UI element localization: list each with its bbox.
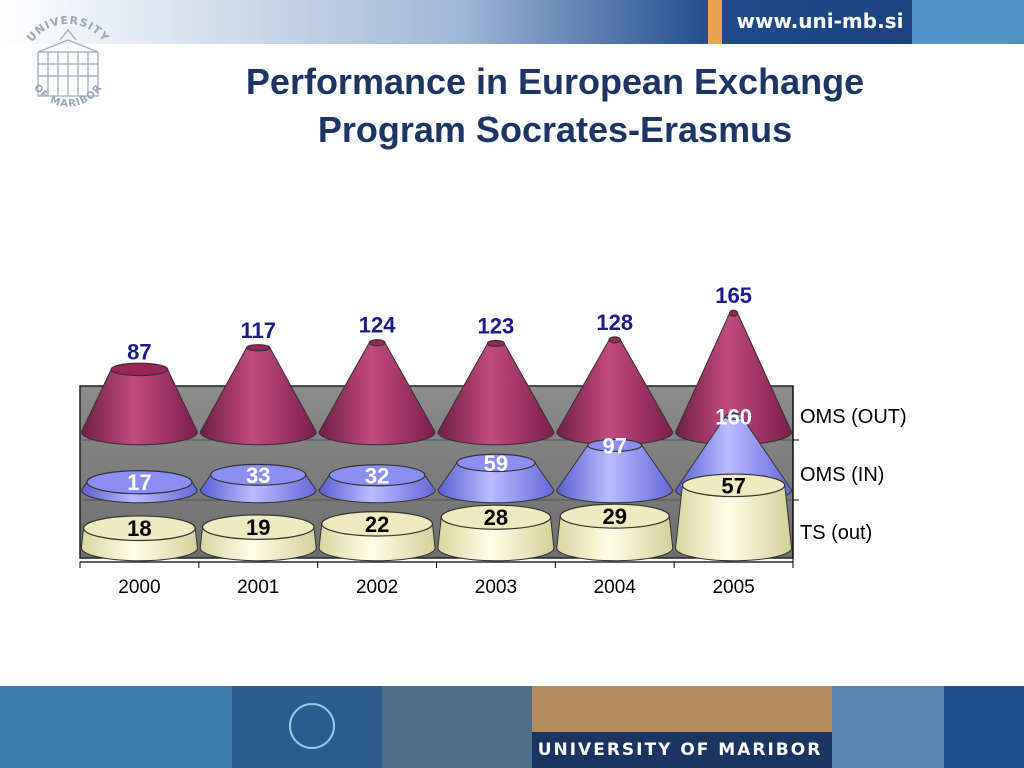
banner-photo-strip bbox=[912, 0, 1024, 44]
cone-cap-ts bbox=[201, 514, 315, 540]
cone-cap-out bbox=[110, 362, 169, 377]
data-label-ts: 22 bbox=[365, 512, 389, 537]
legend-item: OMS (OUT) bbox=[800, 406, 907, 428]
x-tick-label: 2004 bbox=[594, 577, 637, 598]
footer-photo-computer-lab bbox=[0, 686, 232, 768]
cone-cap-in bbox=[724, 412, 743, 420]
x-tick-label: 2001 bbox=[237, 577, 279, 598]
cone-cap-ts bbox=[321, 511, 434, 537]
cone-cap-out bbox=[608, 336, 621, 344]
university-logo: UNIVERSITY OF MARIBOR bbox=[24, 14, 111, 110]
data-label-in: 59 bbox=[484, 451, 508, 476]
cone-cap-ts bbox=[681, 473, 786, 498]
legend: TS (out) OMS (IN) OMS (OUT) bbox=[800, 406, 907, 544]
cone-cap-out bbox=[368, 339, 386, 347]
title-line-1: Performance in European Exchange bbox=[245, 61, 865, 102]
cone-cap-out bbox=[486, 339, 505, 348]
data-label-out: 123 bbox=[478, 313, 515, 338]
cone-body-in bbox=[437, 462, 555, 504]
legend-item: TS (out) bbox=[800, 522, 872, 544]
banner-orange-stripe bbox=[708, 0, 722, 44]
data-label-ts: 19 bbox=[246, 515, 270, 540]
cone-cap-ts bbox=[82, 515, 196, 542]
cone-body-ts bbox=[556, 515, 674, 562]
data-label-out: 165 bbox=[715, 283, 752, 308]
data-label-in: 97 bbox=[603, 433, 627, 458]
x-tick-label: 2002 bbox=[356, 577, 398, 598]
legend-item: OMS (IN) bbox=[800, 464, 884, 486]
cone-body-out bbox=[199, 347, 317, 446]
cone-cap-in bbox=[587, 438, 643, 452]
cone-cap-out bbox=[728, 309, 739, 317]
data-label-out: 128 bbox=[596, 310, 633, 335]
data-label-ts: 57 bbox=[721, 473, 745, 498]
data-label-out: 124 bbox=[359, 313, 396, 338]
website-url: www.uni-mb.si bbox=[736, 9, 904, 33]
footer-logo-panel bbox=[944, 686, 1024, 768]
footer-photo-strip bbox=[0, 686, 1024, 768]
data-label-in: 32 bbox=[365, 463, 389, 488]
footer-photo-laboratory bbox=[382, 686, 532, 768]
data-label-ts: 28 bbox=[484, 505, 508, 530]
cone-cap-in bbox=[210, 463, 307, 486]
data-label-in: 33 bbox=[246, 463, 270, 488]
cone-body-in bbox=[556, 444, 674, 504]
footer-label-band bbox=[532, 732, 832, 768]
x-tick-label: 2000 bbox=[118, 577, 160, 598]
cone-layer bbox=[80, 309, 793, 562]
plot-wall bbox=[79, 385, 794, 559]
cone-cap-in bbox=[328, 464, 426, 487]
atom-icon bbox=[289, 703, 335, 749]
header-banner bbox=[0, 0, 1024, 44]
data-label-in: 160 bbox=[715, 404, 752, 429]
footer-photo-building bbox=[832, 686, 944, 768]
cone-cap-ts bbox=[440, 504, 552, 530]
page-title: Performance in European Exchange Program… bbox=[130, 58, 980, 154]
cone-body-out bbox=[318, 342, 436, 446]
plot-back-wall bbox=[79, 385, 794, 559]
footer-university-label: UNIVERSITY OF MARIBOR bbox=[537, 740, 823, 760]
exchange-chart: 2000 2001 2002 2003 2004 2005 87 117 124 123 128 1… bbox=[79, 283, 907, 598]
x-tick-label: 2005 bbox=[712, 577, 754, 598]
cone-cap-ts bbox=[559, 503, 670, 529]
title-line-2: Program Socrates-Erasmus bbox=[317, 109, 793, 150]
footer-photo-atom bbox=[232, 686, 382, 768]
data-label-out: 87 bbox=[127, 339, 151, 364]
cone-body-out bbox=[437, 342, 555, 446]
x-axis: 2000 2001 2002 2003 2004 2005 bbox=[79, 386, 799, 598]
x-tick-label: 2003 bbox=[475, 577, 517, 598]
cone-cap-in bbox=[456, 453, 536, 473]
cone-body-out bbox=[80, 368, 198, 446]
cone-cap-in bbox=[86, 470, 193, 495]
cone-body-ts bbox=[437, 516, 555, 562]
cone-cap-out bbox=[246, 344, 271, 352]
data-label-out: 117 bbox=[241, 318, 277, 343]
cone-body-ts bbox=[675, 484, 793, 562]
data-label-layer: 87 117 124 123 128 165 17 33 32 59 97 160 18 19 22 28 29… bbox=[127, 283, 752, 541]
data-label-ts: 18 bbox=[127, 516, 151, 541]
data-label-in: 17 bbox=[127, 470, 151, 495]
data-label-ts: 29 bbox=[603, 504, 627, 529]
